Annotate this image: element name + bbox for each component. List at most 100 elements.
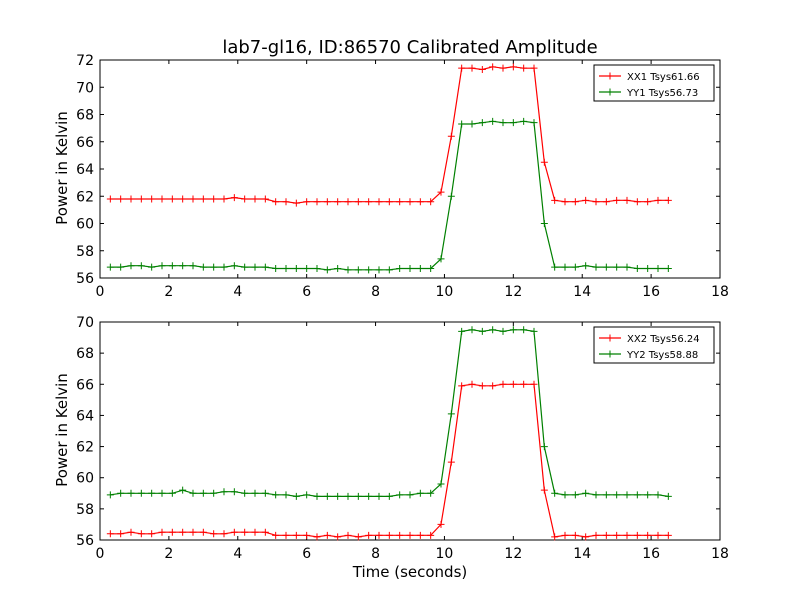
data-point bbox=[447, 458, 455, 466]
data-point bbox=[375, 198, 383, 206]
data-point bbox=[127, 262, 135, 270]
data-point bbox=[189, 195, 197, 203]
data-point bbox=[406, 198, 414, 206]
data-point bbox=[385, 266, 393, 274]
data-point bbox=[427, 489, 435, 497]
data-point bbox=[106, 530, 114, 538]
x-tick-label: 0 bbox=[96, 546, 105, 562]
y-tick-label: 62 bbox=[76, 440, 94, 456]
data-point bbox=[168, 528, 176, 536]
data-point bbox=[509, 380, 517, 388]
data-point bbox=[582, 533, 590, 541]
data-point bbox=[623, 531, 631, 539]
data-point bbox=[478, 327, 486, 335]
data-point bbox=[158, 262, 166, 270]
data-point bbox=[179, 262, 187, 270]
data-point bbox=[582, 262, 590, 270]
data-point bbox=[220, 530, 228, 538]
legend-label: YY2 Tsys58.88 bbox=[626, 350, 698, 361]
y-tick-label: 66 bbox=[76, 377, 94, 393]
data-point bbox=[509, 326, 517, 334]
y-tick-label: 56 bbox=[76, 271, 94, 287]
data-point bbox=[354, 198, 362, 206]
data-point bbox=[323, 531, 331, 539]
data-point bbox=[334, 198, 342, 206]
data-point bbox=[458, 120, 466, 128]
data-point bbox=[354, 533, 362, 541]
data-point bbox=[313, 533, 321, 541]
data-point bbox=[499, 119, 507, 127]
data-point bbox=[623, 263, 631, 271]
data-point bbox=[437, 520, 445, 528]
y-tick-label: 56 bbox=[76, 533, 94, 549]
data-point bbox=[220, 488, 228, 496]
data-point bbox=[261, 528, 269, 536]
x-tick-label: 14 bbox=[573, 284, 591, 300]
data-point bbox=[385, 198, 393, 206]
data-point bbox=[179, 195, 187, 203]
data-point bbox=[571, 531, 579, 539]
data-point bbox=[592, 531, 600, 539]
data-point bbox=[602, 491, 610, 499]
data-point bbox=[613, 263, 621, 271]
data-point bbox=[261, 195, 269, 203]
data-point bbox=[520, 326, 528, 334]
data-point bbox=[664, 196, 672, 204]
data-point bbox=[179, 528, 187, 536]
data-point bbox=[251, 195, 259, 203]
data-point bbox=[664, 531, 672, 539]
data-point bbox=[210, 195, 218, 203]
data-point bbox=[654, 196, 662, 204]
x-tick-label: 10 bbox=[436, 284, 454, 300]
data-point bbox=[354, 492, 362, 500]
data-point bbox=[530, 380, 538, 388]
data-point bbox=[375, 531, 383, 539]
data-point bbox=[623, 196, 631, 204]
data-point bbox=[251, 528, 259, 536]
x-tick-label: 8 bbox=[371, 284, 380, 300]
y-tick-label: 62 bbox=[76, 189, 94, 205]
data-point bbox=[313, 264, 321, 272]
data-point bbox=[158, 195, 166, 203]
x-tick-label: 14 bbox=[573, 546, 591, 562]
data-point bbox=[592, 198, 600, 206]
data-point bbox=[117, 195, 125, 203]
data-point bbox=[509, 63, 517, 71]
data-point bbox=[282, 264, 290, 272]
data-point bbox=[571, 198, 579, 206]
data-point bbox=[261, 489, 269, 497]
x-tick-label: 10 bbox=[436, 546, 454, 562]
data-point bbox=[592, 491, 600, 499]
data-point bbox=[168, 262, 176, 270]
data-point bbox=[468, 120, 476, 128]
data-point bbox=[148, 263, 156, 271]
data-point bbox=[127, 489, 135, 497]
data-point bbox=[241, 195, 249, 203]
data-point bbox=[520, 380, 528, 388]
data-point bbox=[323, 492, 331, 500]
x-tick-label: 2 bbox=[164, 284, 173, 300]
x-tick-label: 4 bbox=[233, 546, 242, 562]
x-tick-label: 16 bbox=[642, 284, 660, 300]
data-point bbox=[230, 262, 238, 270]
y-tick-label: 70 bbox=[76, 80, 94, 96]
data-point bbox=[127, 195, 135, 203]
data-point bbox=[427, 264, 435, 272]
data-point bbox=[292, 199, 300, 207]
y-tick-label: 66 bbox=[76, 135, 94, 151]
data-point bbox=[447, 410, 455, 418]
legend bbox=[593, 326, 715, 364]
x-tick-label: 6 bbox=[302, 546, 311, 562]
data-point bbox=[540, 220, 548, 227]
data-point bbox=[334, 264, 342, 272]
data-point bbox=[633, 198, 641, 206]
data-point bbox=[365, 492, 373, 500]
data-point bbox=[220, 195, 228, 203]
data-point bbox=[313, 492, 321, 500]
x-tick-label: 18 bbox=[711, 284, 729, 300]
data-point bbox=[334, 492, 342, 500]
data-point bbox=[427, 531, 435, 539]
data-point bbox=[251, 489, 259, 497]
data-point bbox=[582, 196, 590, 204]
data-point bbox=[241, 263, 249, 271]
